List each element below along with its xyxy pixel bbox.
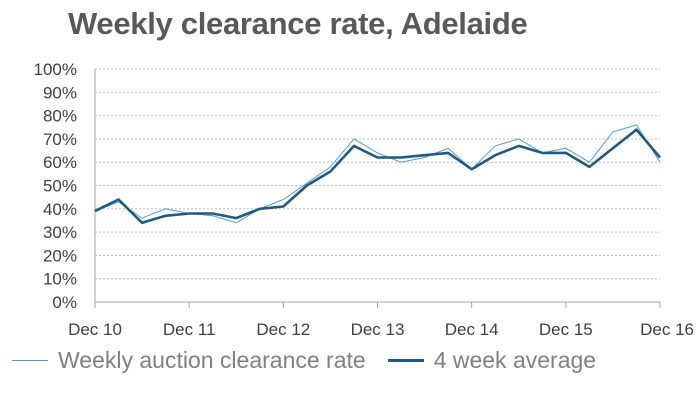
x-tick-label: Dec 16 bbox=[640, 320, 694, 339]
y-tick-label: 60% bbox=[43, 153, 77, 172]
legend-swatch-average bbox=[387, 358, 424, 362]
y-tick-label: 30% bbox=[43, 223, 77, 242]
y-tick-label: 50% bbox=[43, 177, 77, 196]
series-line-average bbox=[94, 128, 661, 225]
legend-item-average: 4 week average bbox=[366, 347, 596, 374]
x-tick-label: Dec 14 bbox=[445, 320, 499, 339]
y-tick-label: 90% bbox=[43, 83, 77, 102]
x-tick-label: Dec 10 bbox=[68, 320, 122, 339]
chart-title: Weekly clearance rate, Adelaide bbox=[68, 6, 528, 41]
legend-label-weekly: Weekly auction clearance rate bbox=[58, 346, 366, 373]
legend: Weekly auction clearance rate 4 week ave… bbox=[12, 343, 596, 377]
series-line-weekly bbox=[94, 124, 661, 224]
y-tick-label: 80% bbox=[43, 107, 77, 126]
y-tick-label: 10% bbox=[43, 270, 77, 289]
y-tick-labels: 0% 10% 20% 30% 40% 50% 60% 70% 80% 90% 100% bbox=[34, 60, 77, 312]
x-tick-labels: Dec 10 Dec 11 Dec 12 Dec 13 Dec 14 Dec 15 Dec … bbox=[68, 320, 694, 339]
legend-label-average: 4 week average bbox=[433, 346, 597, 373]
legend-swatch-weekly bbox=[12, 359, 48, 361]
x-tick-label: Dec 13 bbox=[351, 320, 405, 339]
legend-item-weekly: Weekly auction clearance rate bbox=[12, 347, 366, 374]
x-tick-label: Dec 11 bbox=[163, 320, 216, 339]
y-tick-label: 70% bbox=[43, 130, 77, 149]
y-tick-label: 0% bbox=[52, 293, 77, 312]
grid-lines bbox=[94, 68, 661, 308]
x-tick-label: Dec 12 bbox=[256, 320, 310, 339]
y-tick-label: 20% bbox=[43, 246, 77, 265]
y-tick-label: 100% bbox=[34, 60, 77, 79]
x-tick-label: Dec 15 bbox=[539, 320, 593, 339]
y-tick-label: 40% bbox=[43, 200, 77, 219]
